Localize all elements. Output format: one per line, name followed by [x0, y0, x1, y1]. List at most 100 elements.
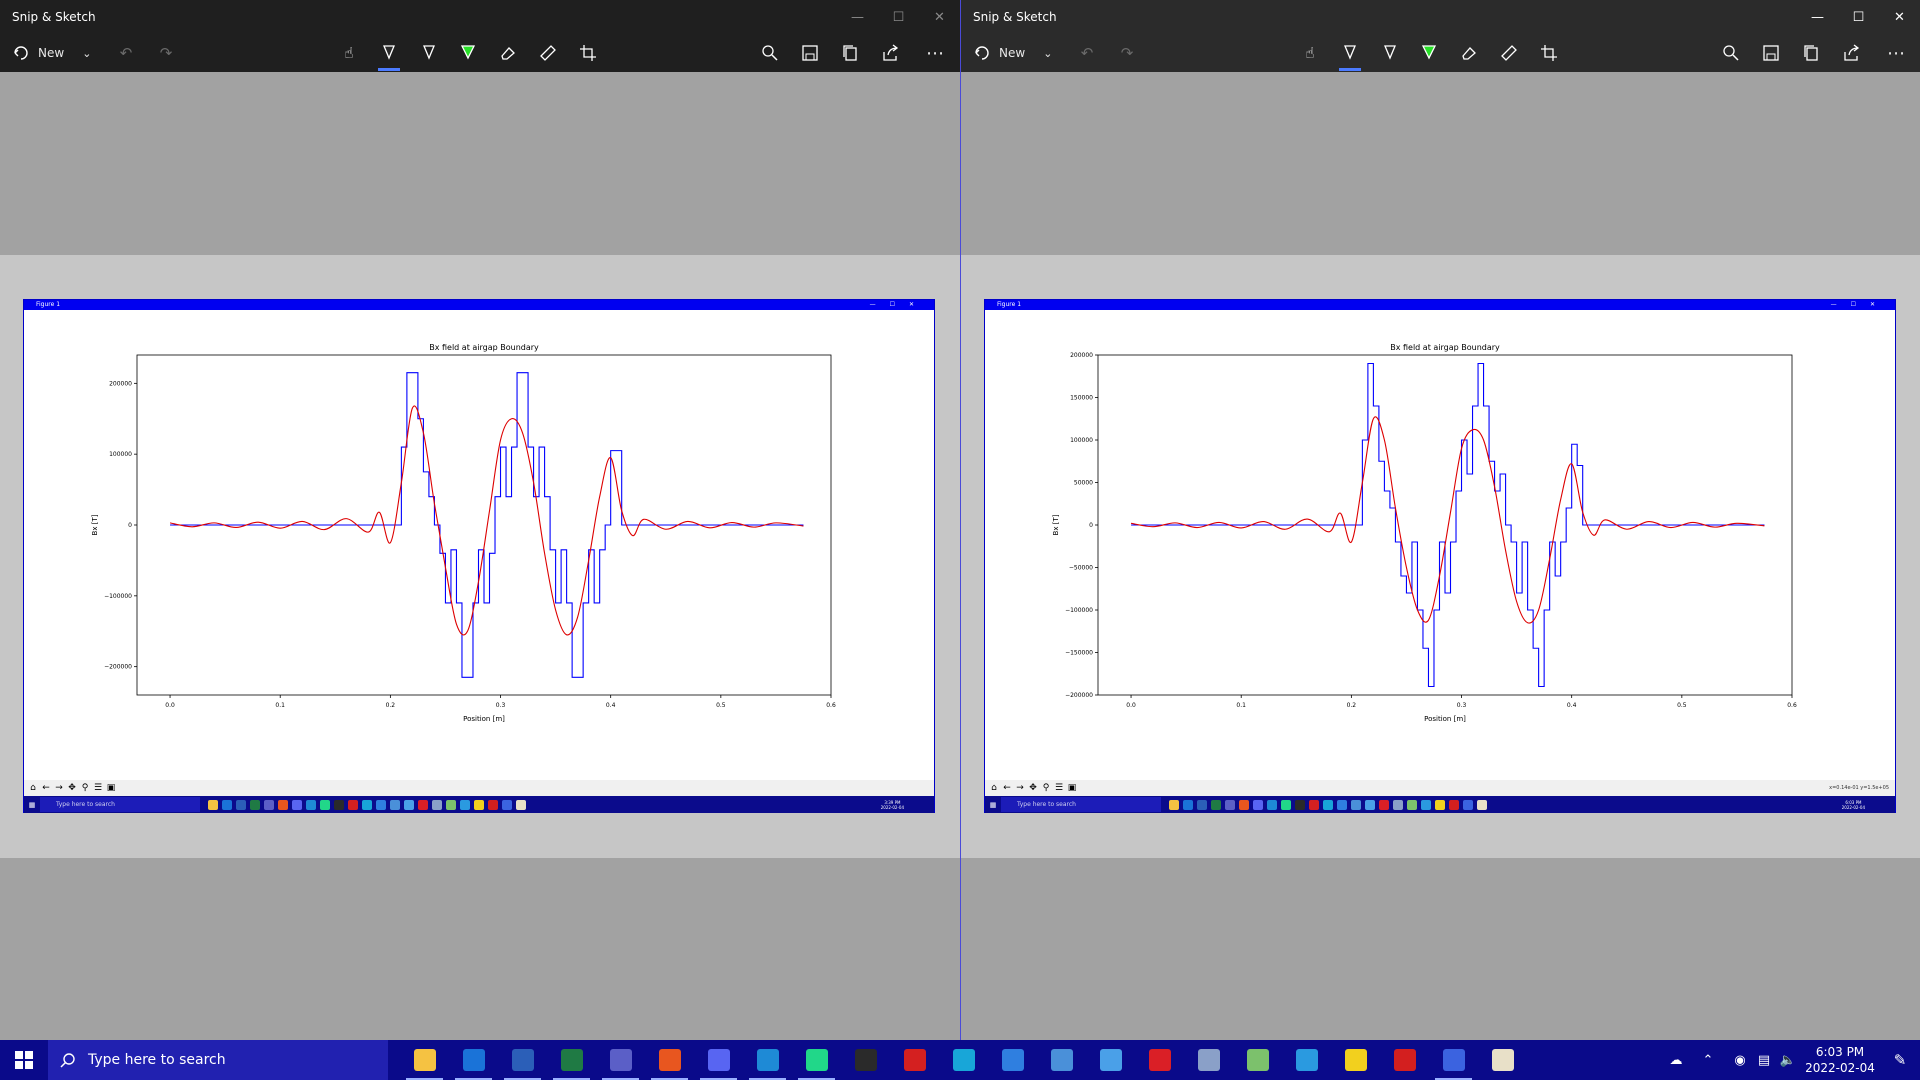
snip-sketch-window-left: Snip & Sketch — ☐ ✕ New ⌄ ↶ ↷ ☝ ⋯ Figure…	[0, 0, 960, 1040]
close-button[interactable]: ✕	[1894, 9, 1905, 25]
taskbar-app-button[interactable]	[792, 1040, 841, 1080]
maximize-button[interactable]: ☐	[1852, 9, 1865, 25]
save-figure-icon[interactable]: ▣	[106, 783, 116, 793]
minimize-button[interactable]: —	[851, 9, 864, 25]
share-icon[interactable]	[878, 34, 902, 72]
zoom-rect-icon[interactable]: ⚲	[1042, 783, 1050, 793]
forward-icon[interactable]: →	[1016, 783, 1024, 793]
undo-icon[interactable]: ↶	[119, 44, 133, 62]
zoom-icon[interactable]	[1719, 34, 1743, 72]
save-figure-icon[interactable]: ▣	[1067, 783, 1077, 793]
pencil-icon[interactable]	[417, 34, 441, 72]
outlook-icon	[222, 799, 232, 810]
zoom-icon[interactable]	[758, 34, 782, 72]
snip-sketch-icon	[1442, 1049, 1465, 1071]
taskbar-app-button[interactable]	[1282, 1040, 1331, 1080]
highlighter-icon[interactable]	[1417, 34, 1441, 72]
new-snip-button[interactable]: New ⌄	[973, 34, 1063, 72]
taskbar-app-button[interactable]	[841, 1040, 890, 1080]
redo-icon[interactable]: ↷	[159, 44, 173, 62]
windows-start-icon: ▦	[28, 800, 36, 809]
home-icon[interactable]: ⌂	[991, 783, 997, 793]
home-icon[interactable]: ⌂	[30, 783, 36, 793]
taskbar-app-button[interactable]	[645, 1040, 694, 1080]
taskbar-app-button[interactable]	[547, 1040, 596, 1080]
taskbar-app-button[interactable]	[400, 1040, 449, 1080]
chart-plot: Bx field at airgap Boundary Position [m] B…	[1052, 343, 1797, 723]
ballpoint-pen-icon[interactable]	[374, 34, 404, 72]
pencil-icon[interactable]	[1378, 34, 1402, 72]
snip-taskbar-apps	[1169, 799, 1487, 810]
ruler-icon[interactable]	[1497, 34, 1521, 72]
taskbar-app-button[interactable]	[1331, 1040, 1380, 1080]
pan-icon[interactable]: ✥	[1029, 783, 1037, 793]
y-tick-label: 150000	[1070, 395, 1093, 402]
zoom-rect-icon[interactable]: ⚲	[81, 783, 89, 793]
notification-icon[interactable]: ✎	[1893, 1051, 1907, 1069]
snip-taskbar: ▦ Type here to search 3:39 PM 2022-02-04	[24, 796, 934, 813]
touch-writing-icon[interactable]: ☝	[1305, 44, 1315, 62]
taskbar-app-button[interactable]	[498, 1040, 547, 1080]
crop-icon[interactable]	[1537, 34, 1561, 72]
snip-image: Figure 1 —☐✕ Bx field at airgap Boundary…	[961, 255, 1920, 858]
taskbar-app-button[interactable]	[988, 1040, 1037, 1080]
maximize-button[interactable]: ☐	[892, 9, 905, 25]
forward-icon[interactable]: →	[55, 783, 63, 793]
more-icon[interactable]: ⋯	[926, 42, 944, 64]
touch-writing-icon[interactable]: ☝	[344, 44, 354, 62]
crop-icon[interactable]	[576, 34, 600, 72]
back-icon[interactable]: ←	[42, 783, 50, 793]
taskbar-app-button[interactable]	[449, 1040, 498, 1080]
minimize-button[interactable]: —	[1811, 9, 1824, 25]
taskbar-app-button[interactable]	[939, 1040, 988, 1080]
new-snip-button[interactable]: New ⌄	[12, 34, 102, 72]
pan-icon[interactable]: ✥	[68, 783, 76, 793]
taskbar-app-button[interactable]	[596, 1040, 645, 1080]
eraser-icon[interactable]	[496, 34, 520, 72]
copy-icon[interactable]	[1799, 34, 1823, 72]
taskbar-app-button[interactable]	[1135, 1040, 1184, 1080]
close-button[interactable]: ✕	[934, 9, 945, 25]
undo-icon[interactable]: ↶	[1080, 44, 1094, 62]
save-icon[interactable]	[798, 34, 822, 72]
taskbar-app-button[interactable]	[743, 1040, 792, 1080]
taskbar-app-button[interactable]	[1233, 1040, 1282, 1080]
taskbar-app-button[interactable]	[1380, 1040, 1429, 1080]
eraser-icon[interactable]	[1457, 34, 1481, 72]
taskbar-app-button[interactable]	[694, 1040, 743, 1080]
taskbar-search-box[interactable]: Type here to search	[48, 1040, 388, 1080]
share-icon[interactable]	[1839, 34, 1863, 72]
x-axis-label: Position [m]	[463, 715, 505, 723]
more-icon[interactable]: ⋯	[1887, 42, 1905, 64]
snip-taskbar: ▦ Type here to search 6:03 PM 2022-02-04	[985, 796, 1895, 813]
y-tick-label: 100000	[1070, 437, 1093, 444]
copy-icon[interactable]	[838, 34, 862, 72]
back-icon[interactable]: ←	[1003, 783, 1011, 793]
network-icon[interactable]: ▤	[1757, 1052, 1771, 1068]
onedrive-icon[interactable]: ☁	[1669, 1052, 1683, 1068]
volume-icon[interactable]: 🔈	[1779, 1052, 1797, 1068]
chevron-down-icon[interactable]: ⌄	[82, 46, 92, 60]
file-explorer-icon	[1169, 799, 1179, 810]
snip-clock: 3:39 PM 2022-02-04	[881, 800, 904, 810]
configure-icon[interactable]: ☰	[93, 783, 103, 793]
start-button[interactable]	[0, 1040, 48, 1080]
snip-sketch-icon	[1463, 799, 1473, 810]
taskbar-clock[interactable]: 6:03 PM 2022-02-04	[1800, 1044, 1880, 1076]
meet-now-icon[interactable]: ◉	[1734, 1052, 1746, 1068]
chevron-up-icon[interactable]: ⌃	[1702, 1052, 1714, 1068]
ballpoint-pen-icon[interactable]	[1335, 34, 1365, 72]
taskbar-app-button[interactable]	[1037, 1040, 1086, 1080]
highlighter-icon[interactable]	[456, 34, 480, 72]
ruler-icon[interactable]	[536, 34, 560, 72]
taskbar-app-button[interactable]	[1429, 1040, 1478, 1080]
taskbar-app-button[interactable]	[1478, 1040, 1527, 1080]
taskbar-app-button[interactable]	[890, 1040, 939, 1080]
configure-icon[interactable]: ☰	[1054, 783, 1064, 793]
taskbar-app-button[interactable]	[1086, 1040, 1135, 1080]
taskbar-app-button[interactable]	[1184, 1040, 1233, 1080]
save-icon[interactable]	[1759, 34, 1783, 72]
notes-app-icon	[1246, 1049, 1269, 1071]
chevron-down-icon[interactable]: ⌄	[1043, 46, 1053, 60]
redo-icon[interactable]: ↷	[1120, 44, 1134, 62]
